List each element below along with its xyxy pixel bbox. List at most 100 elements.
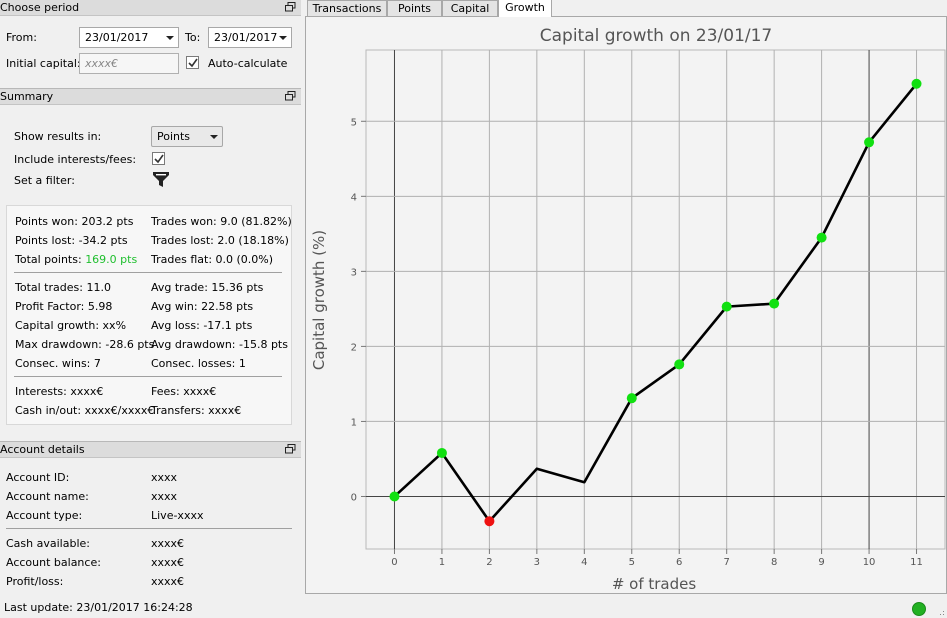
data-point bbox=[484, 516, 495, 527]
x-tick-label: 5 bbox=[629, 557, 635, 568]
growth-tab-panel: 0 1 2 3 4 5 6 7 8 9 10 11 0 1 2 3 4 5 Capital growth on 23… bbox=[305, 16, 947, 594]
resize-grip-icon[interactable] bbox=[937, 608, 945, 616]
initial-capital-input[interactable]: xxxx€ bbox=[79, 53, 179, 74]
chart-title: Capital growth on 23/01/17 bbox=[540, 26, 773, 46]
include-fees-checkbox[interactable] bbox=[152, 152, 165, 165]
data-point bbox=[436, 447, 447, 458]
y-tick-label: 3 bbox=[351, 267, 357, 278]
show-results-label: Show results in: bbox=[14, 130, 102, 143]
data-point bbox=[816, 232, 827, 243]
checkmark-icon bbox=[154, 154, 164, 164]
tab-capital[interactable]: Capital bbox=[442, 0, 498, 17]
show-results-combo[interactable]: Points bbox=[151, 126, 223, 147]
float-window-icon[interactable] bbox=[285, 91, 296, 101]
summary-dock-title[interactable]: Summary bbox=[0, 88, 301, 105]
cash-available-value: xxxx€ bbox=[151, 537, 185, 550]
account-type-value: Live-xxxx bbox=[151, 509, 204, 522]
account-title: Account details bbox=[0, 443, 85, 456]
tab-label: Growth bbox=[505, 1, 545, 14]
avg-trade: Avg trade: 15.36 pts bbox=[151, 281, 264, 294]
auto-calculate-label: Auto-calculate bbox=[208, 57, 288, 70]
points-lost: Points lost: -34.2 pts bbox=[15, 234, 128, 247]
trades-lost: Trades lost: 2.0 (18.18%) bbox=[151, 234, 289, 247]
x-tick-label: 1 bbox=[439, 557, 445, 568]
chevron-down-icon bbox=[166, 36, 174, 40]
tab-points[interactable]: Points bbox=[387, 0, 442, 17]
total-trades: Total trades: 11.0 bbox=[15, 281, 111, 294]
data-point bbox=[626, 393, 637, 404]
transfers: Transfers: xxxx€ bbox=[151, 404, 242, 417]
divider bbox=[14, 376, 282, 377]
trades-won: Trades won: 9.0 (81.82%) bbox=[151, 215, 292, 228]
account-balance-value: xxxx€ bbox=[151, 556, 185, 569]
growth-chart: 0 1 2 3 4 5 6 7 8 9 10 11 0 1 2 3 4 5 Capital growth on 23… bbox=[310, 26, 946, 593]
tab-label: Points bbox=[397, 2, 432, 15]
right-panel: Transactions Points Capital Growth 0 1 2 3 4… bbox=[305, 0, 947, 598]
y-axis-label: Capital growth (%) bbox=[310, 230, 328, 370]
avg-win: Avg win: 22.58 pts bbox=[151, 300, 254, 313]
cash-available-label: Cash available: bbox=[6, 537, 90, 550]
summary-title: Summary bbox=[0, 90, 54, 103]
y-tick-label: 5 bbox=[351, 117, 357, 128]
data-point bbox=[911, 78, 922, 89]
avg-loss: Avg loss: -17.1 pts bbox=[151, 319, 253, 332]
y-tick-label: 0 bbox=[351, 492, 357, 503]
total-points-value: 169.0 pts bbox=[85, 253, 138, 266]
float-window-icon[interactable] bbox=[285, 2, 296, 12]
filter-label: Set a filter: bbox=[14, 174, 75, 187]
account-name-label: Account name: bbox=[6, 490, 89, 503]
data-point bbox=[674, 359, 685, 370]
last-update-text: Last update: 23/01/2017 16:24:28 bbox=[4, 601, 193, 614]
account-id-value: xxxx bbox=[151, 471, 178, 484]
funnel-icon[interactable] bbox=[152, 171, 170, 188]
account-id-label: Account ID: bbox=[6, 471, 70, 484]
from-label: From: bbox=[6, 31, 37, 44]
avg-drawdown: Avg drawdown: -15.8 pts bbox=[151, 338, 288, 351]
x-tick-label: 7 bbox=[724, 557, 730, 568]
initial-capital-placeholder: xxxx€ bbox=[85, 57, 119, 70]
float-window-icon[interactable] bbox=[285, 444, 296, 454]
x-tick-label: 9 bbox=[818, 557, 824, 568]
to-label: To: bbox=[185, 31, 201, 44]
auto-calculate-checkbox[interactable] bbox=[186, 56, 199, 69]
period-title: Choose period bbox=[0, 1, 80, 14]
period-dock-title[interactable]: Choose period bbox=[0, 0, 301, 16]
to-date-combo[interactable]: 23/01/2017 bbox=[208, 27, 292, 48]
tab-transactions[interactable]: Transactions bbox=[307, 0, 387, 17]
stats-box bbox=[6, 205, 292, 425]
chevron-down-icon bbox=[210, 135, 218, 139]
x-axis-label: # of trades bbox=[612, 575, 697, 593]
cash-inout: Cash in/out: xxxx€/xxxx€ bbox=[15, 404, 155, 417]
total-points: Total points: 169.0 pts bbox=[15, 253, 137, 266]
left-panel: Choose period From: 23/01/2017 To: 23/01… bbox=[0, 0, 301, 618]
account-dock-title[interactable]: Account details bbox=[0, 441, 301, 458]
tab-growth[interactable]: Growth bbox=[498, 0, 552, 17]
data-point bbox=[769, 298, 780, 309]
status-bar: Last update: 23/01/2017 16:24:28 bbox=[0, 598, 947, 618]
x-tick-label: 11 bbox=[910, 557, 923, 568]
show-results-value: Points bbox=[157, 130, 191, 143]
x-tick-label: 2 bbox=[486, 557, 492, 568]
divider bbox=[14, 272, 282, 273]
profit-loss-label: Profit/loss: bbox=[6, 575, 64, 588]
consec-wins: Consec. wins: 7 bbox=[15, 357, 101, 370]
y-tick-label: 2 bbox=[351, 342, 357, 353]
checkmark-icon bbox=[188, 58, 198, 68]
account-name-value: xxxx bbox=[151, 490, 178, 503]
data-point bbox=[864, 137, 875, 148]
growth-series-line bbox=[393, 82, 918, 523]
trades-flat: Trades flat: 0.0 (0.0%) bbox=[151, 253, 274, 266]
data-point bbox=[389, 491, 400, 502]
x-tick-label: 4 bbox=[581, 557, 587, 568]
initial-capital-label: Initial capital: bbox=[6, 57, 81, 70]
interests: Interests: xxxx€ bbox=[15, 385, 104, 398]
tab-label: Capital bbox=[450, 2, 490, 15]
x-tick-label: 3 bbox=[534, 557, 540, 568]
y-tick-label: 4 bbox=[351, 192, 357, 203]
capital-growth: Capital growth: xx% bbox=[15, 319, 127, 332]
fees: Fees: xxxx€ bbox=[151, 385, 217, 398]
from-date-combo[interactable]: 23/01/2017 bbox=[79, 27, 179, 48]
profit-loss-value: xxxx€ bbox=[151, 575, 185, 588]
consec-losses: Consec. losses: 1 bbox=[151, 357, 246, 370]
x-tick-label: 8 bbox=[771, 557, 777, 568]
